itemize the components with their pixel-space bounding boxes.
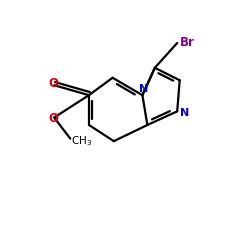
Text: Br: Br xyxy=(180,36,194,49)
Text: O: O xyxy=(48,112,58,125)
Text: N: N xyxy=(139,84,148,94)
Text: N: N xyxy=(180,108,189,118)
Text: O: O xyxy=(48,78,58,90)
Text: CH$_3$: CH$_3$ xyxy=(71,134,92,148)
